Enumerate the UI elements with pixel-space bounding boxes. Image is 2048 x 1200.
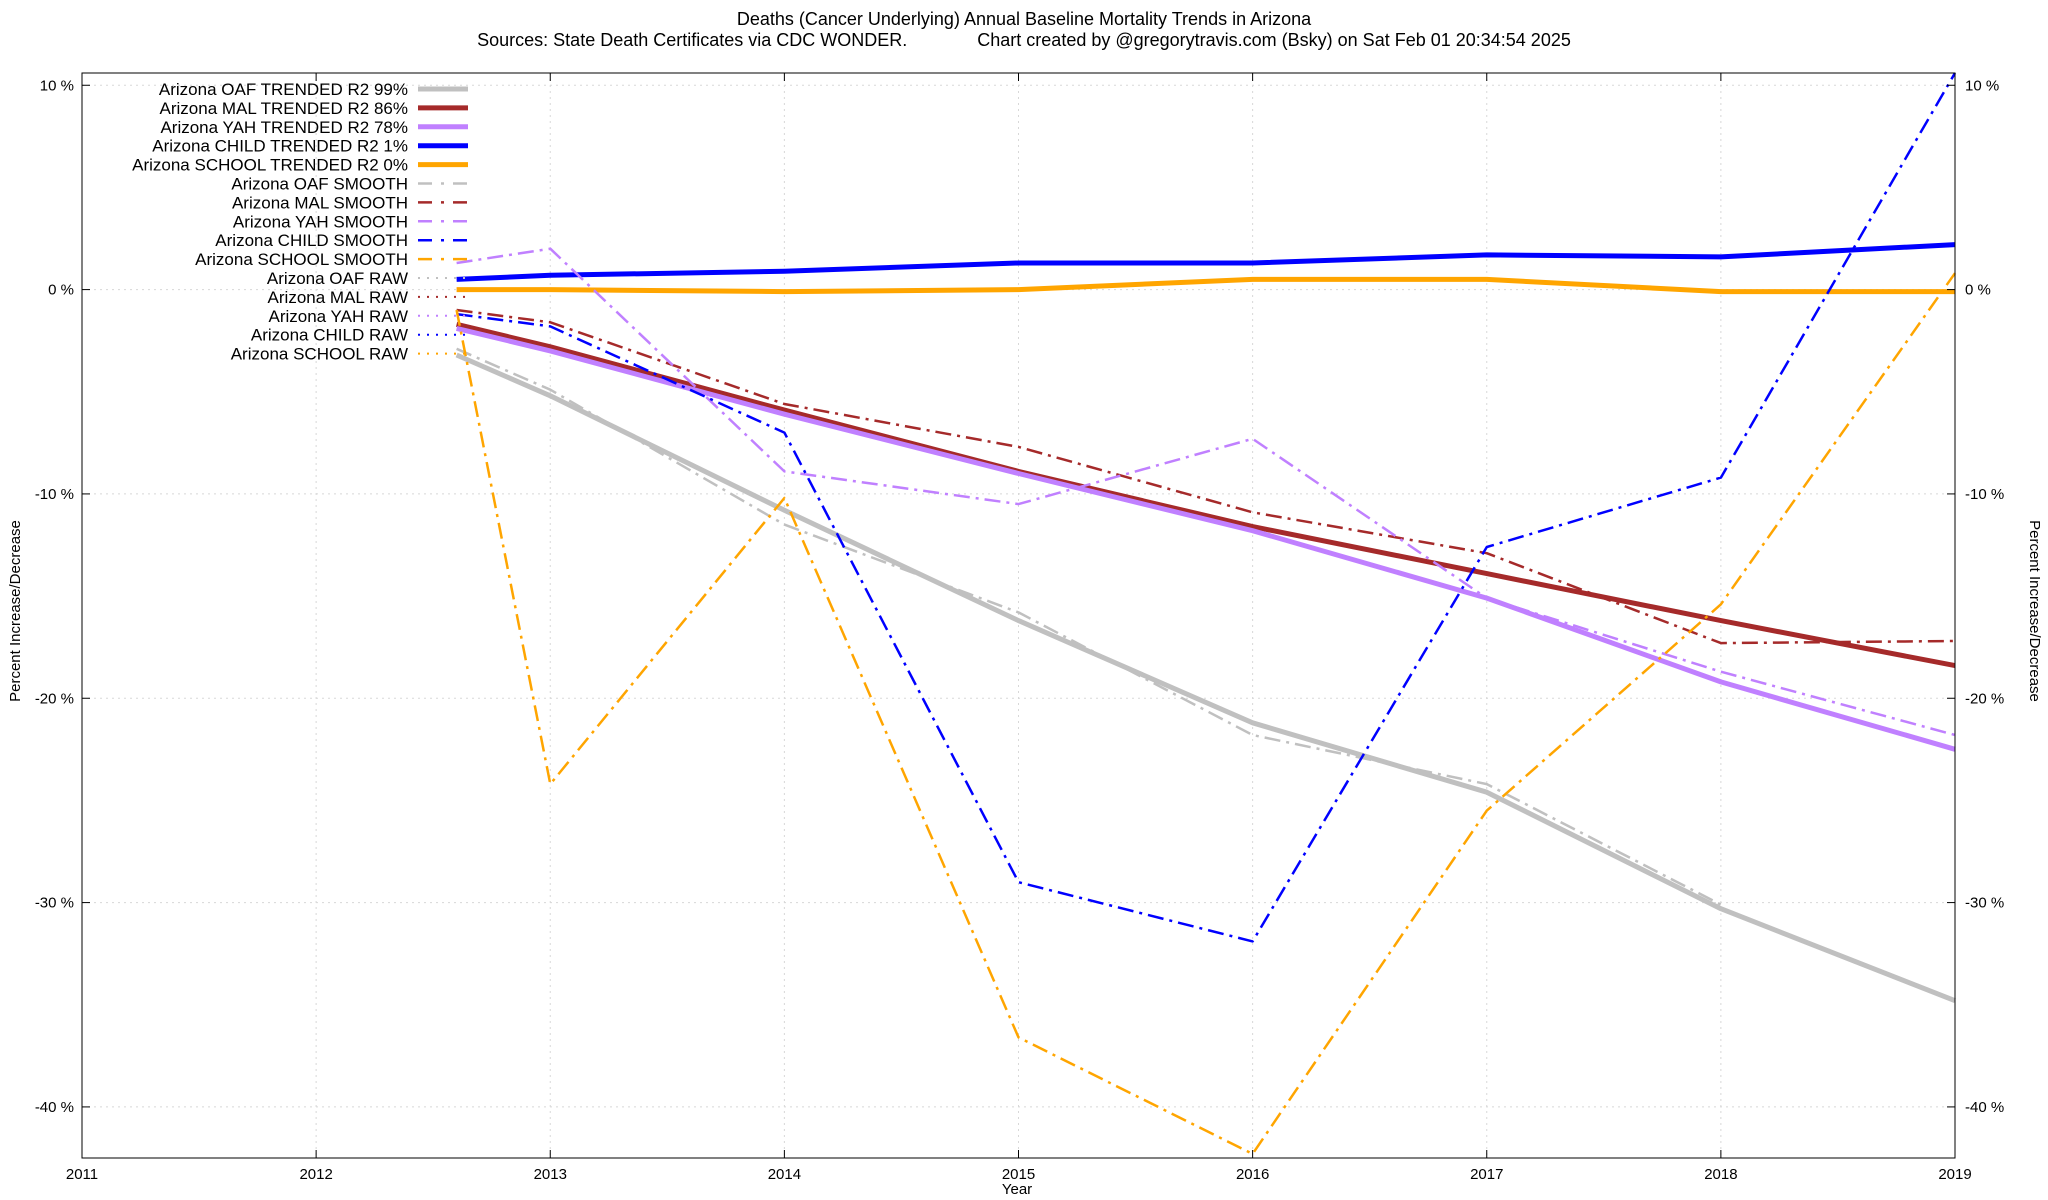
legend-label: Arizona CHILD TRENDED R2 1% [152,137,408,156]
legend-label: Arizona YAH TRENDED R2 78% [160,118,408,137]
y-tick-label: -20 % [35,690,74,707]
x-tick-label: 2015 [1002,1166,1035,1183]
x-tick-label: 2018 [1704,1166,1737,1183]
legend-label: Arizona MAL TRENDED R2 86% [160,99,408,118]
y-tick-label: 10 % [40,77,74,94]
y2-tick-label: 0 % [1965,282,1991,299]
x-tick-label: 2017 [1470,1166,1503,1183]
legend-label: Arizona YAH RAW [268,307,408,326]
y2-tick-label: -10 % [1965,486,2004,503]
x-tick-label: 2013 [534,1166,567,1183]
series-line-trend-4 [456,276,1955,295]
x-axis-label: Year [1002,1181,1032,1198]
x-tick-label: 2011 [66,1166,98,1183]
series-line-smooth-9 [455,272,1957,1156]
x-tick-label: 2016 [1236,1166,1269,1183]
y-tick-label: -30 % [35,895,74,912]
legend-label: Arizona SCHOOL RAW [231,345,408,364]
x-tick-label: 2019 [1938,1166,1971,1183]
y-axis-label: Percent Increase/Decrease [7,520,24,702]
ticks: 2011 2012 2013 2014 2015 2016 2017 2018 2019 10 %… [35,73,2004,1183]
y2-axis-label: Percent Increase/Decrease [2026,520,2043,702]
series-line-trend-2 [456,325,1956,752]
series-line-trend-1 [456,321,1956,669]
series-line-smooth-7 [456,247,1956,737]
series-line-smooth-8 [456,72,1957,943]
series-line-trend-3 [456,242,1956,282]
y-tick-label: 0 % [48,282,74,299]
legend-label: Arizona OAF RAW [267,269,408,288]
legend-label: Arizona SCHOOL SMOOTH [195,250,408,269]
legend-label: Arizona OAF SMOOTH [231,175,408,194]
y-tick-label: -10 % [35,486,74,503]
legend-label: Arizona CHILD SMOOTH [215,231,408,250]
chart-title: Deaths (Cancer Underlying) Annual Baseli… [737,9,1312,29]
series-line-trend-0 [455,352,1956,1004]
legend-label: Arizona MAL SMOOTH [232,193,408,212]
y-tick-label: -40 % [35,1099,74,1116]
legend-label: Arizona SCHOOL TRENDED R2 0% [132,156,408,175]
legend-label: Arizona CHILD RAW [251,326,408,345]
x-tick-label: 2012 [299,1166,332,1183]
y2-tick-label: -20 % [1965,690,2004,707]
y2-tick-label: -30 % [1965,895,2004,912]
legend-label: Arizona OAF TRENDED R2 99% [159,80,408,99]
series-layer [455,72,1957,1156]
series-line-smooth-6 [456,308,1956,645]
series-line-smooth-5 [456,347,1722,906]
y2-tick-label: -40 % [1965,1099,2004,1116]
y2-tick-label: 10 % [1965,77,1999,94]
legend-label: Arizona MAL RAW [268,288,408,307]
x-tick-label: 2014 [768,1166,801,1183]
chart-subtitle: Sources: State Death Certificates via CD… [477,30,1571,50]
legend-label: Arizona YAH SMOOTH [233,212,408,231]
legend: Arizona OAF TRENDED R2 99%Arizona MAL TR… [132,80,468,364]
